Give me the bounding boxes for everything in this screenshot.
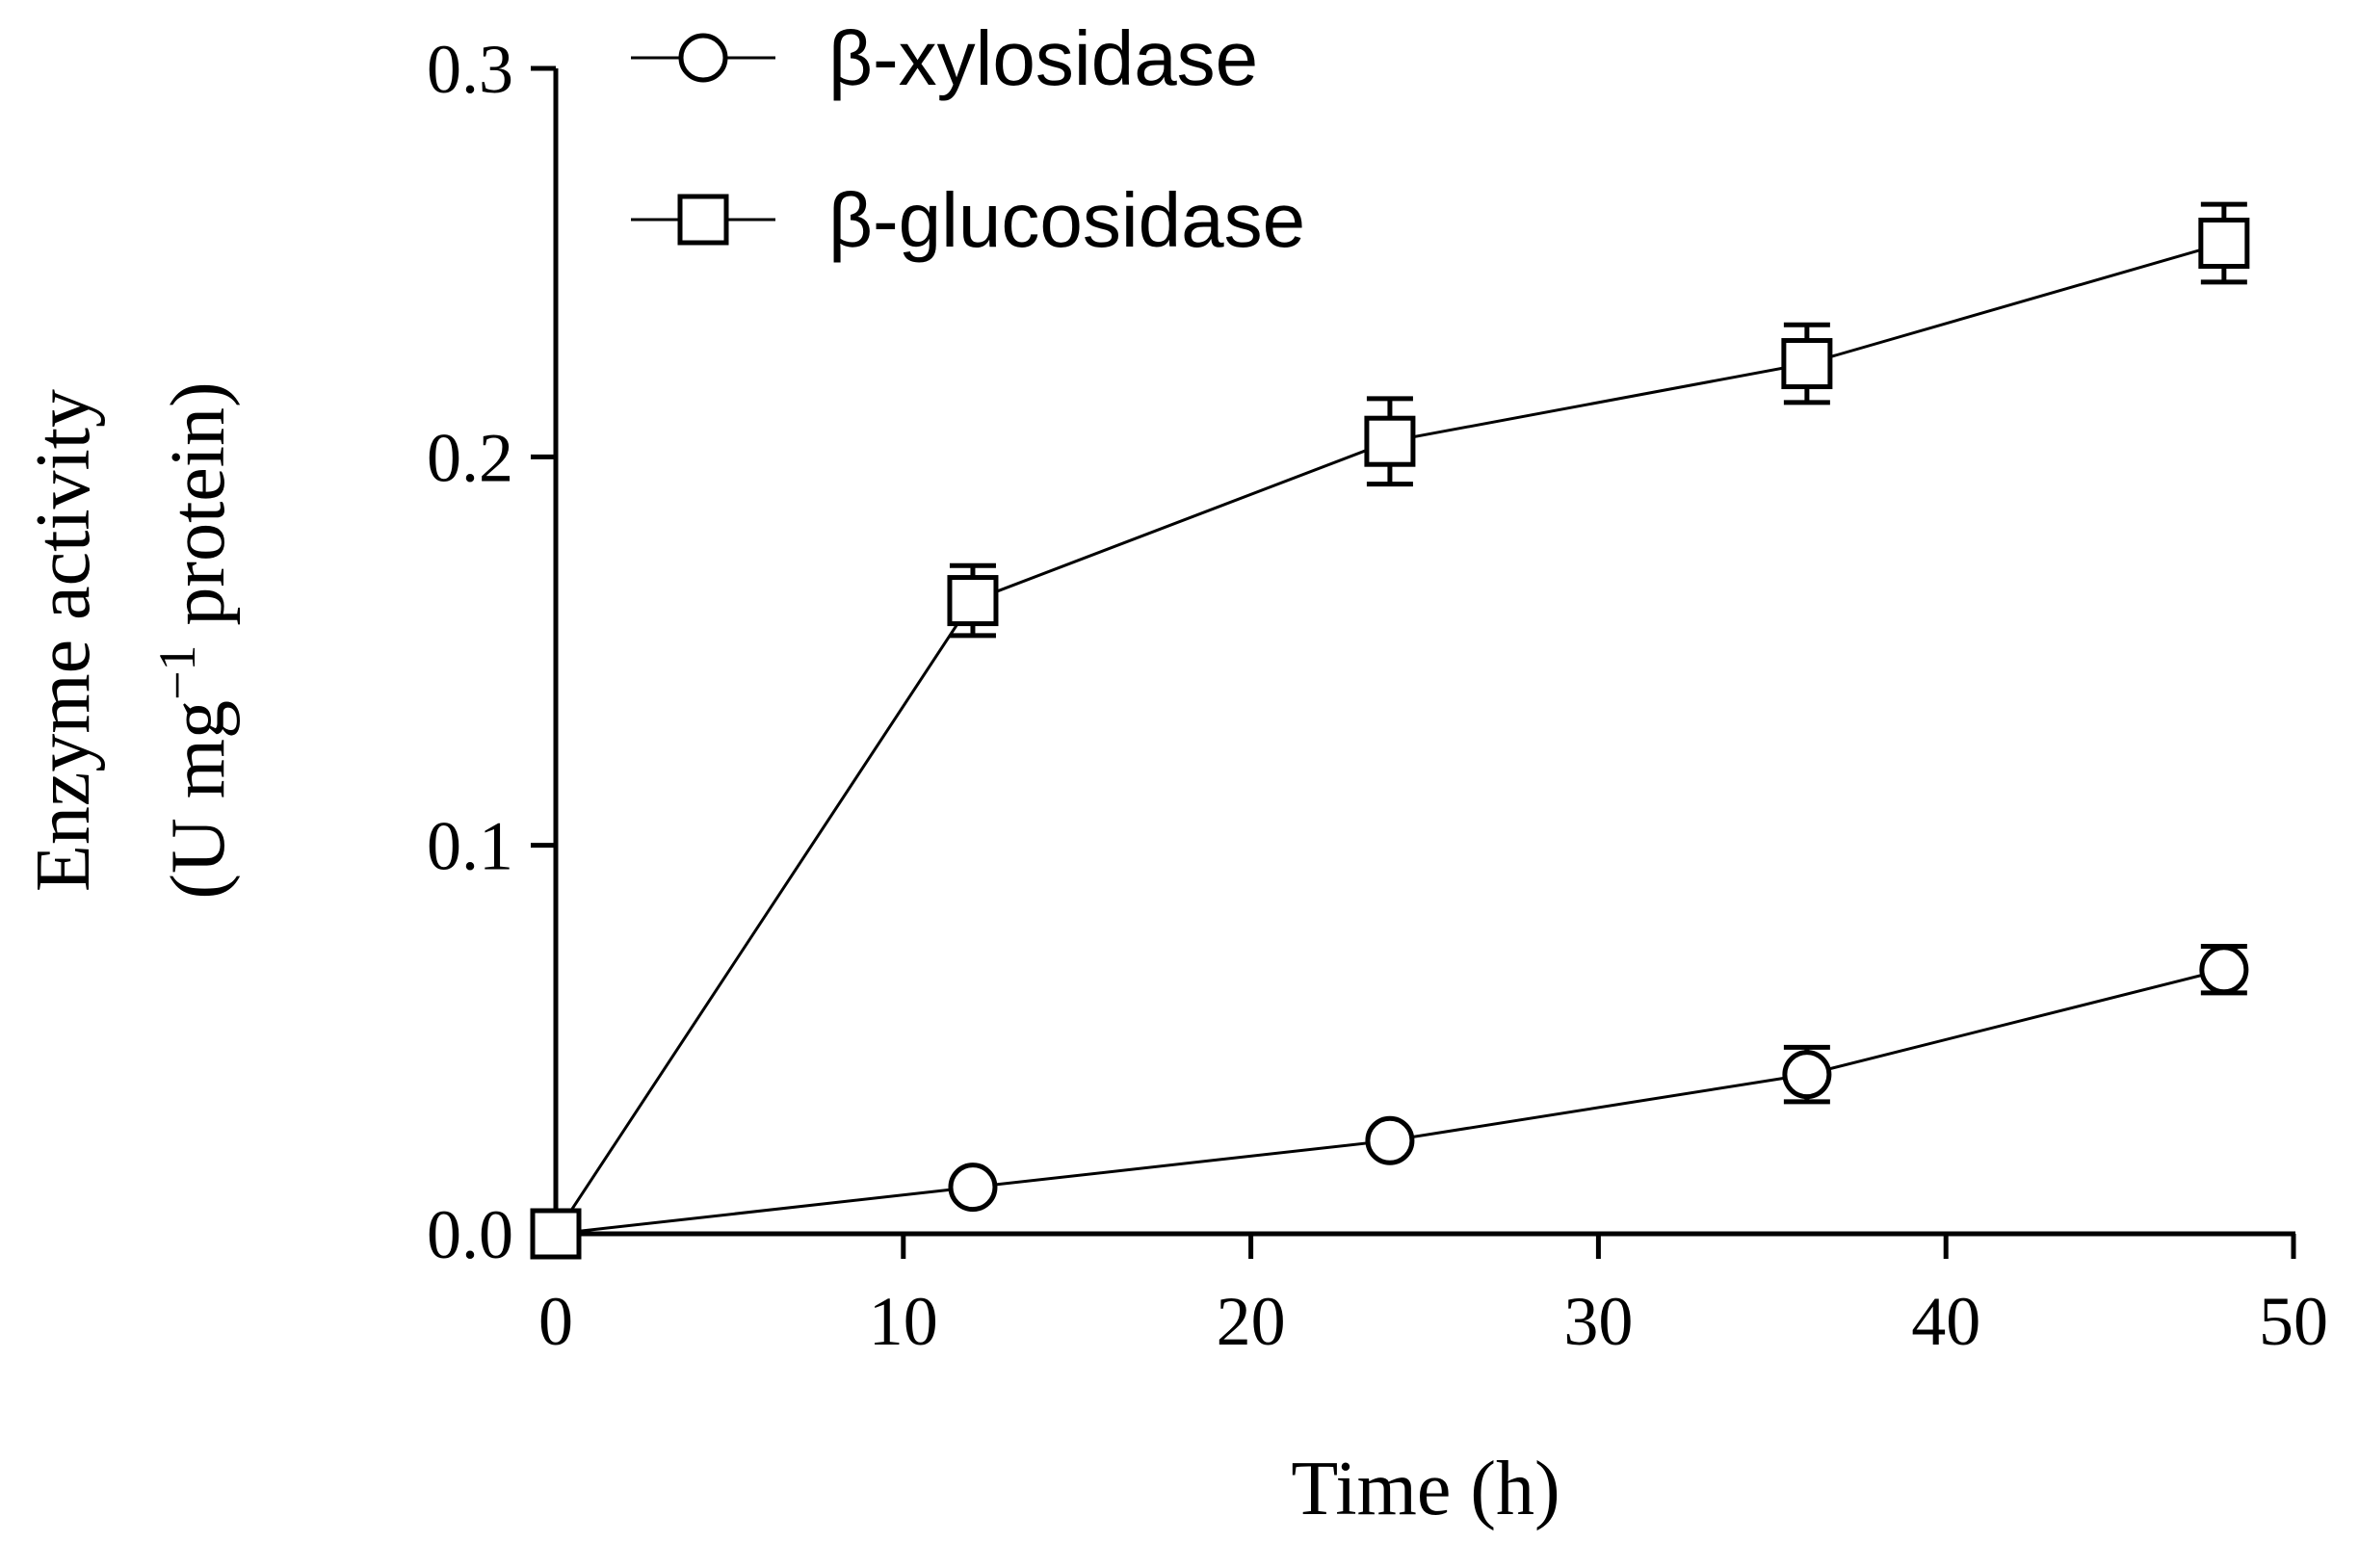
y-axis-title-superscript: −1 — [148, 645, 206, 700]
series-glucosidase — [530, 201, 2250, 1260]
legend-item-xylosidase: β-xylosidase — [631, 15, 1258, 101]
x-tick-label: 0 — [538, 1283, 573, 1360]
data-point-circle — [1365, 1115, 1415, 1165]
y-tick-label: 0.1 — [427, 808, 513, 885]
data-point-square — [2198, 218, 2250, 269]
data-point-circle — [948, 1163, 998, 1213]
legend: β-xylosidase β-glucosidase — [631, 15, 1305, 263]
x-tick-label: 20 — [1217, 1283, 1286, 1360]
y-tick-label: 0.3 — [427, 31, 513, 108]
legend-marker-circle — [678, 33, 728, 83]
y-tick-label: 0.2 — [427, 419, 513, 496]
axes: 0 10 20 30 40 50 0.0 0.1 0.2 0.3 — [427, 31, 2328, 1360]
data-point-circle — [2199, 945, 2249, 995]
x-tick-label: 10 — [869, 1283, 938, 1360]
series-xylosidase — [531, 944, 2249, 1259]
y-axis-title: Enzyme activity (U mg−1 protein) — [21, 381, 241, 899]
data-point-square — [1781, 338, 1833, 390]
y-tick-label: 0.0 — [427, 1196, 513, 1273]
x-tick-label: 50 — [2259, 1283, 2328, 1360]
legend-item-glucosidase: β-glucosidase — [631, 177, 1305, 263]
series-line — [554, 242, 2225, 1235]
legend-label: β-glucosidase — [828, 177, 1305, 263]
data-point-square — [530, 1208, 582, 1260]
legend-label: β-xylosidase — [828, 15, 1258, 101]
y-axis-title-line1: Enzyme activity — [21, 389, 106, 892]
series-line — [555, 968, 2225, 1236]
x-axis-title: Time (h) — [1291, 1447, 1560, 1531]
y-axis-title-line2: (U mg−1 protein) — [148, 381, 241, 899]
y-axis-title-suffix: protein) — [156, 381, 241, 644]
data-point-square — [947, 575, 999, 627]
x-tick-label: 40 — [1911, 1283, 1980, 1360]
data-point-circle — [1782, 1050, 1832, 1100]
series-layer — [530, 201, 2250, 1260]
y-axis-title-unit: (U mg — [156, 700, 241, 900]
data-point-square — [1364, 415, 1416, 467]
x-tick-label: 30 — [1563, 1283, 1633, 1360]
legend-marker-square — [677, 194, 729, 246]
